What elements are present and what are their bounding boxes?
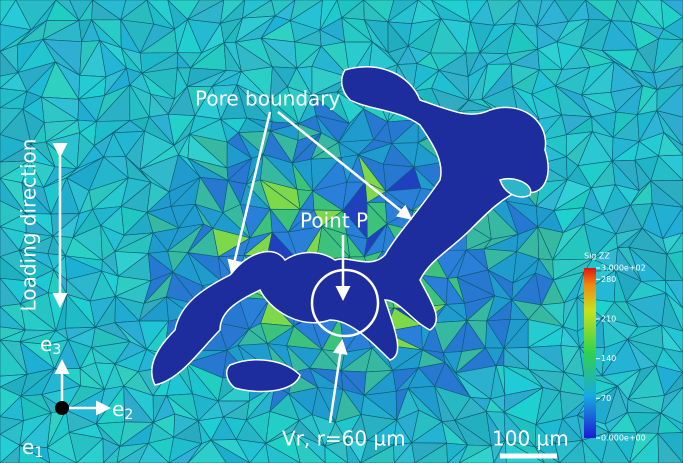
colorbar-title: Sig ZZ [584, 252, 610, 261]
mesh-element [18, 444, 51, 463]
mesh-element [138, 442, 170, 463]
axis-label: e3 [40, 332, 61, 359]
pores [151, 66, 549, 393]
volume-circle [310, 268, 380, 338]
arrow [277, 111, 413, 220]
loading-label: Loading direction [17, 139, 41, 312]
mesh-element [601, 431, 630, 463]
colorbar-ticks: 3.000e+02 280 210 140 70 0.000e+00 [596, 264, 646, 443]
annotations [52, 111, 557, 459]
mesh-element [291, 431, 326, 463]
mesh-element [265, 442, 301, 463]
mesh-element [581, 439, 603, 463]
mesh-element [345, 439, 361, 463]
arrow [328, 339, 348, 424]
colorbar [584, 268, 596, 438]
volume-label: Vr, r=60 µm [282, 427, 406, 451]
point-label: Point P [300, 209, 368, 233]
arrow [227, 111, 272, 275]
colorbar-label: 210 [601, 315, 616, 324]
colorbar-label: 3.000e+02 [601, 264, 646, 273]
colorbar-label: 280 [601, 275, 616, 284]
axis-origin [55, 401, 69, 415]
colorbar-label: 70 [601, 394, 611, 403]
scale-label: 100 µm [492, 427, 569, 451]
mesh-element [210, 439, 251, 463]
pore-label: Pore boundary [195, 87, 340, 111]
axis-label: e2 [112, 397, 133, 424]
colorbar-label: 0.000e+00 [601, 434, 646, 443]
mesh-element [324, 445, 349, 463]
mesh-element [657, 432, 683, 463]
axis-label: e1 [22, 435, 43, 462]
colorbar-label: 140 [601, 354, 616, 363]
mesh-element [46, 447, 77, 463]
